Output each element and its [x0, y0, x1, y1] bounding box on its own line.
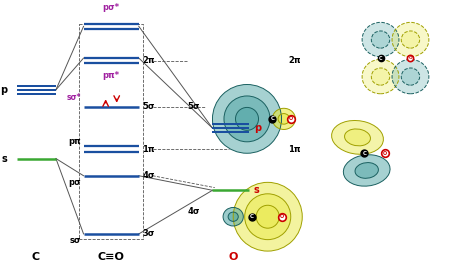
- Text: s: s: [2, 154, 8, 163]
- Ellipse shape: [371, 68, 390, 85]
- Text: O: O: [228, 252, 238, 262]
- Text: p: p: [0, 85, 8, 95]
- Text: 1π: 1π: [143, 145, 155, 154]
- Ellipse shape: [401, 68, 419, 85]
- Text: pπ*: pπ*: [102, 71, 120, 80]
- Text: C: C: [363, 151, 366, 156]
- Ellipse shape: [401, 31, 419, 48]
- Text: 4σ: 4σ: [187, 207, 200, 216]
- Ellipse shape: [236, 107, 258, 130]
- Ellipse shape: [233, 182, 302, 251]
- Ellipse shape: [245, 194, 291, 240]
- Ellipse shape: [223, 208, 243, 226]
- Text: sσ*: sσ*: [67, 93, 81, 102]
- Text: 5σ: 5σ: [187, 102, 200, 111]
- Text: O: O: [409, 56, 412, 60]
- Text: 5σ: 5σ: [143, 102, 155, 111]
- Ellipse shape: [228, 212, 238, 221]
- Text: 3σ: 3σ: [143, 230, 155, 238]
- Text: C: C: [379, 56, 382, 60]
- Text: 2π: 2π: [143, 56, 155, 65]
- Text: 1π: 1π: [289, 145, 301, 154]
- Ellipse shape: [392, 59, 429, 94]
- Ellipse shape: [371, 31, 390, 48]
- Ellipse shape: [332, 121, 383, 154]
- Ellipse shape: [362, 22, 399, 57]
- Ellipse shape: [256, 205, 279, 228]
- Text: pσ*: pσ*: [102, 3, 120, 12]
- Text: pπ: pπ: [69, 137, 81, 146]
- Text: C≡O: C≡O: [98, 252, 125, 262]
- Text: O: O: [383, 151, 387, 156]
- Ellipse shape: [273, 108, 295, 130]
- Ellipse shape: [224, 96, 270, 142]
- Text: O: O: [289, 116, 293, 121]
- Text: C: C: [31, 252, 39, 262]
- Text: s: s: [254, 185, 260, 195]
- Ellipse shape: [212, 85, 282, 153]
- Text: p: p: [254, 123, 261, 133]
- Text: C: C: [250, 214, 254, 219]
- Text: pσ: pσ: [69, 178, 81, 187]
- Ellipse shape: [343, 155, 390, 186]
- Text: sσ: sσ: [70, 236, 81, 245]
- Text: O: O: [280, 214, 283, 219]
- Text: C: C: [270, 116, 274, 121]
- Ellipse shape: [355, 163, 378, 178]
- Ellipse shape: [278, 114, 290, 124]
- Ellipse shape: [362, 59, 399, 94]
- Ellipse shape: [345, 129, 371, 146]
- Ellipse shape: [392, 22, 429, 57]
- Text: 4σ: 4σ: [143, 171, 155, 180]
- Text: 2π: 2π: [289, 56, 301, 65]
